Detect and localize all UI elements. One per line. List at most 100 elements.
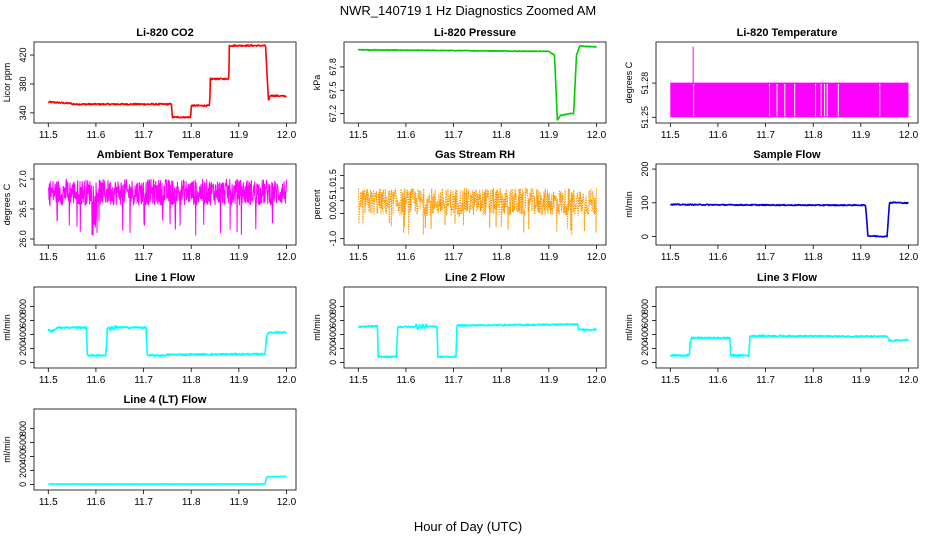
y-tick-label: 26.5 (18, 200, 28, 218)
x-tick-label: 11.9 (229, 497, 248, 508)
x-tick-label: 11.6 (87, 130, 106, 141)
x-tick-label: 11.5 (39, 252, 58, 263)
y-tick-label: 380 (18, 76, 28, 91)
x-tick-label: 11.8 (182, 252, 201, 263)
x-tick-label: 12.0 (899, 252, 919, 263)
x-tick-label: 11.9 (229, 375, 248, 386)
x-tick-label: 11.5 (349, 252, 368, 263)
x-tick-label: 12.0 (277, 375, 297, 386)
plot-frame (33, 163, 297, 246)
panel-title: Gas Stream RH (435, 149, 515, 161)
x-tick-label: 11.6 (709, 252, 728, 263)
x-tick-label: 12.0 (277, 130, 297, 141)
x-tick-label: 12.0 (899, 130, 919, 141)
data-layer (48, 475, 287, 486)
panel-grid: Li-820 CO2 Licor ppm 11.5 11.6 11.7 11.8 11.9 1… (2, 27, 919, 508)
y-tick-label: 200 (18, 463, 28, 478)
y-tick-label: 0 (640, 360, 650, 365)
panel-title: Sample Flow (753, 149, 821, 161)
x-tick-label: 11.5 (661, 375, 680, 386)
y-tick-label: 800 (18, 421, 28, 436)
panel-title: Ambient Box Temperature (97, 149, 234, 161)
y-tick-label: 800 (328, 299, 338, 314)
y-tick-label: 0.0 (328, 207, 338, 220)
series-line (47, 325, 287, 357)
y-tick-label: 200 (328, 341, 338, 356)
data-layer (669, 334, 909, 358)
y-axis-label: ml/min (624, 191, 634, 218)
panel-title: Li-820 CO2 (136, 27, 193, 39)
series-line (357, 187, 597, 236)
series-line (358, 323, 597, 359)
data-layer (47, 44, 287, 119)
x-tick-label: 11.5 (39, 497, 58, 508)
plot-frame (33, 408, 297, 491)
y-tick-label: 67.2 (328, 105, 338, 123)
x-tick-label: 11.6 (87, 375, 106, 386)
y-tick-label: 0 (640, 234, 650, 239)
plot-frame (33, 286, 297, 369)
x-tick-label: 11.7 (756, 375, 775, 386)
x-tick-label: 11.6 (397, 130, 416, 141)
series-line (669, 334, 909, 358)
y-tick-label: 400 (18, 327, 28, 342)
y-tick-label: 200 (640, 341, 650, 356)
plot-frame (343, 163, 607, 246)
y-tick-label: 26.0 (18, 230, 28, 248)
plot-frame (33, 41, 297, 124)
panel-title: Li-820 Pressure (434, 27, 516, 39)
y-tick-label: 0 (18, 360, 28, 365)
y-axis-label: kPa (312, 75, 322, 91)
x-tick-label: 11.8 (182, 130, 201, 141)
x-tick-label: 11.6 (397, 375, 416, 386)
x-tick-label: 11.6 (397, 252, 416, 263)
x-tick-label: 11.7 (134, 375, 153, 386)
x-tick-label: 11.7 (756, 130, 775, 141)
x-tick-label: 12.0 (277, 497, 297, 508)
x-tick-label: 12.0 (587, 375, 607, 386)
plot-frame (655, 41, 919, 124)
y-tick-label: 0 (328, 360, 338, 365)
data-layer (47, 177, 287, 236)
chart-panel: Ambient Box Temperature degrees C 11.5 11.6… (2, 149, 297, 263)
data-layer (358, 323, 597, 359)
y-tick-label: 600 (640, 313, 650, 328)
x-tick-label: 11.8 (804, 130, 823, 141)
y-tick-label: 1.0 (328, 182, 338, 195)
series-line (48, 475, 287, 486)
panel-title: Li-820 Temperature (737, 27, 838, 39)
y-tick-label: 600 (328, 313, 338, 328)
x-tick-label: 11.7 (444, 375, 463, 386)
plot-frame (655, 286, 919, 369)
data-layer (670, 46, 909, 118)
x-tick-label: 11.8 (182, 497, 201, 508)
y-axis-label: ml/min (2, 314, 12, 341)
x-tick-label: 11.6 (87, 252, 106, 263)
x-tick-label: 11.9 (539, 375, 558, 386)
chart-panel: Gas Stream RH percent 11.5 11.6 11.7 11.8 11.9… (312, 149, 607, 263)
plot-frame (343, 41, 607, 124)
y-axis-label: ml/min (312, 314, 322, 341)
x-tick-label: 11.9 (539, 130, 558, 141)
y-tick-label: 0 (18, 482, 28, 487)
x-tick-label: 11.7 (134, 252, 153, 263)
x-tick-label: 11.7 (134, 497, 153, 508)
x-tick-label: 11.9 (851, 252, 870, 263)
x-tick-label: 11.8 (182, 375, 201, 386)
y-tick-label: 51.25 (640, 106, 650, 129)
y-tick-label: 100 (640, 195, 650, 210)
chart-panel: Line 4 (LT) Flow ml/min 11.5 11.6 11.7 11.8 11… (2, 394, 297, 508)
x-tick-label: 12.0 (899, 375, 919, 386)
panel-title: Line 2 Flow (445, 272, 505, 284)
y-axis-label: degrees C (624, 61, 634, 103)
y-tick-label: 400 (328, 327, 338, 342)
y-tick-label: 800 (640, 299, 650, 314)
x-tick-label: 11.9 (851, 375, 870, 386)
x-tick-label: 11.9 (539, 252, 558, 263)
series-line (670, 201, 909, 238)
x-tick-label: 11.8 (492, 252, 511, 263)
y-tick-label: 600 (18, 435, 28, 450)
x-tick-label: 12.0 (277, 252, 297, 263)
chart-panel: Li-820 CO2 Licor ppm 11.5 11.6 11.7 11.8 11.9 1… (2, 27, 297, 141)
